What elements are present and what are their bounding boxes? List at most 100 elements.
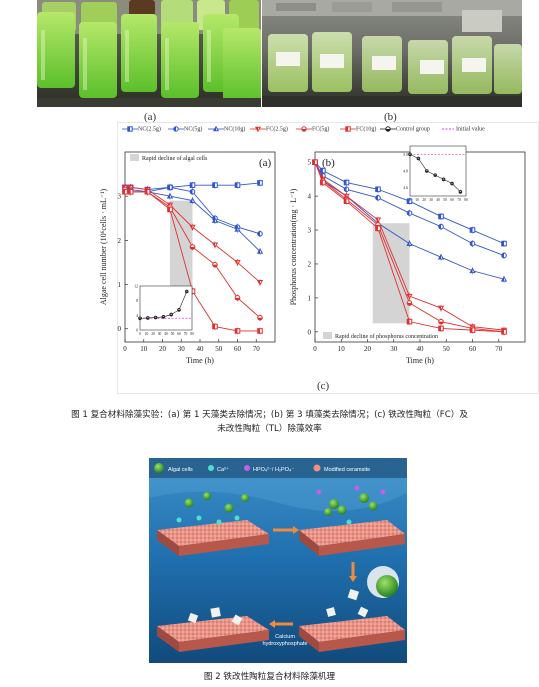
legend-ca-icon bbox=[208, 465, 214, 471]
inset-x-tick-label: 40 bbox=[164, 332, 168, 336]
x-tick-label: 0 bbox=[123, 345, 127, 353]
inset-x-tick-label: 20 bbox=[151, 332, 155, 336]
inset-x-tick-label: 80 bbox=[464, 198, 468, 202]
legend-label: FC(10g) bbox=[356, 126, 377, 133]
ceramsite-slab-1 bbox=[157, 520, 269, 556]
legend-item: FC(10g) bbox=[340, 125, 376, 133]
y-tick-label: 2 bbox=[308, 260, 312, 268]
legend-algae-icon bbox=[154, 463, 164, 473]
inset-chart: 0 10 20 30 40 50 60 70 80 4.6 4.8 5.0 bbox=[403, 145, 468, 202]
legend-label: NC(2.5g) bbox=[138, 126, 161, 133]
legend-label: NC(10g) bbox=[224, 126, 246, 133]
x-tick-label: 30 bbox=[178, 345, 186, 353]
inset-x-tick-label: 60 bbox=[450, 198, 454, 202]
legend-marker-icon bbox=[296, 126, 312, 132]
series-fc-10g bbox=[312, 158, 507, 336]
legend-ca-text: Ca²⁺ bbox=[217, 466, 229, 473]
calcium-label-line1: Calcium bbox=[275, 634, 295, 640]
legend-hpo-icon bbox=[244, 465, 250, 471]
inset-y-tick-label: 0 bbox=[136, 329, 138, 333]
y-tick-label: 1 bbox=[308, 294, 312, 302]
series-line bbox=[314, 162, 505, 333]
annotation-swatch bbox=[130, 154, 139, 161]
series-line bbox=[125, 191, 260, 332]
photo-a bbox=[37, 0, 261, 107]
legend-ceramsite-text: Modified ceramsite bbox=[324, 467, 370, 473]
x-tick-label: 50 bbox=[215, 345, 223, 353]
figure2-caption: 图 2 铁改性陶粒复合材料除藻机理 bbox=[203, 672, 336, 682]
series-line bbox=[314, 161, 505, 245]
figure2-illustration: Algal cells Ca²⁺ HPO₄²⁻/ H₂PO₄⁻ Modified… bbox=[149, 458, 407, 663]
legend-ceramsite-icon bbox=[313, 464, 321, 472]
y-tick-label: 1 bbox=[118, 281, 122, 289]
calcium-label-line2: hydroxyphosphate bbox=[263, 641, 308, 647]
legend-item: NC(2.5g) bbox=[122, 125, 161, 133]
x-tick-label: 0 bbox=[313, 345, 317, 353]
inset-x-tick-label: 0 bbox=[409, 198, 411, 202]
inset-frame bbox=[409, 145, 467, 197]
photo-a-label: (a) bbox=[144, 111, 157, 123]
x-tick-label: 60 bbox=[234, 345, 242, 353]
inset-x-tick-label: 10 bbox=[415, 198, 419, 202]
series-fc-10g bbox=[122, 188, 263, 335]
legend-marker-icon bbox=[250, 126, 266, 133]
legend-marker-icon bbox=[380, 126, 396, 132]
x-tick-label: 20 bbox=[159, 345, 167, 353]
figure1-caption-line2: 未改性陶粒（TL）除藻效率 bbox=[217, 424, 322, 434]
x-tick-label: 10 bbox=[338, 345, 346, 353]
legend-label: FC(2.5g) bbox=[266, 126, 288, 133]
legend-item: Control group bbox=[380, 125, 430, 133]
legend-item: Initial value bbox=[440, 125, 485, 133]
inset-y-tick-label: 4.8 bbox=[403, 170, 408, 174]
inset-x-tick-label: 30 bbox=[429, 198, 433, 202]
x-tick-label: 60 bbox=[469, 345, 477, 353]
series-line bbox=[125, 186, 261, 283]
legend-label: Control group bbox=[396, 126, 430, 133]
annotation-text: Rapid decline of algal cells bbox=[142, 155, 208, 162]
ceramsite-slab-3 bbox=[157, 616, 269, 652]
y-tick-label: 5 bbox=[308, 159, 312, 167]
annotation-swatch bbox=[323, 332, 332, 339]
y-axis-label: Algae cell number (10⁶cells · mL⁻¹) bbox=[100, 189, 108, 306]
legend-marker-icon bbox=[340, 126, 356, 132]
legend-label: NC(5g) bbox=[184, 126, 203, 133]
x-tick-label: 70 bbox=[253, 345, 261, 353]
legend-item: NC(10g) bbox=[208, 125, 245, 133]
x-axis-label: Time (h) bbox=[186, 356, 214, 365]
photo-b-label: (b) bbox=[384, 111, 397, 123]
legend-item: FC(2.5g) bbox=[250, 125, 288, 133]
series-line bbox=[314, 161, 505, 331]
inset-frame bbox=[139, 285, 193, 331]
legend-marker-icon bbox=[122, 126, 138, 132]
inset-y-tick-label: 4.6 bbox=[403, 186, 408, 190]
x-axis-label: Time (h) bbox=[406, 356, 434, 365]
figure1-caption: 图 1 复合材料除藻实验：(a) 第 1 天藻类去除情况；(b) 第 3 填藻类… bbox=[0, 408, 539, 436]
ceramsite-slab-2 bbox=[299, 520, 405, 556]
panel-label: (a) bbox=[259, 157, 272, 169]
photo-b bbox=[262, 0, 522, 107]
legend-hpo-text: HPO₄²⁻/ H₂PO₄⁻ bbox=[253, 467, 294, 473]
inset-x-tick-label: 70 bbox=[457, 198, 461, 202]
x-tick-label: 30 bbox=[390, 345, 398, 353]
y-axis-label: Phosphorus concentration(mg · L⁻¹) bbox=[290, 188, 298, 305]
legend-marker-icon bbox=[208, 125, 224, 132]
legend-label: FC(5g) bbox=[312, 126, 330, 133]
x-tick-label: 20 bbox=[364, 345, 372, 353]
inset-x-tick-label: 0 bbox=[139, 332, 141, 336]
legend-item: FC(5g) bbox=[296, 125, 329, 133]
inset-y-tick-label: 12 bbox=[134, 285, 138, 289]
series-nc-2-5g bbox=[312, 158, 507, 248]
series-line bbox=[124, 186, 261, 235]
y-tick-label: 3 bbox=[308, 227, 312, 235]
shaded-region bbox=[372, 223, 410, 324]
chart-legend: NC(2.5g) NC(5g) NC(10g) FC(2.5g) FC(5g) FC(10… bbox=[118, 124, 536, 136]
inset-x-tick-label: 20 bbox=[422, 198, 426, 202]
x-tick-label: 70 bbox=[495, 345, 503, 353]
inset-y-tick-label: 8 bbox=[136, 299, 138, 303]
legend-item: NC(5g) bbox=[168, 125, 202, 133]
series-line bbox=[314, 161, 505, 256]
legend-label: Initial value bbox=[456, 126, 485, 133]
x-tick-label: 40 bbox=[197, 345, 205, 353]
series-line bbox=[314, 162, 505, 333]
